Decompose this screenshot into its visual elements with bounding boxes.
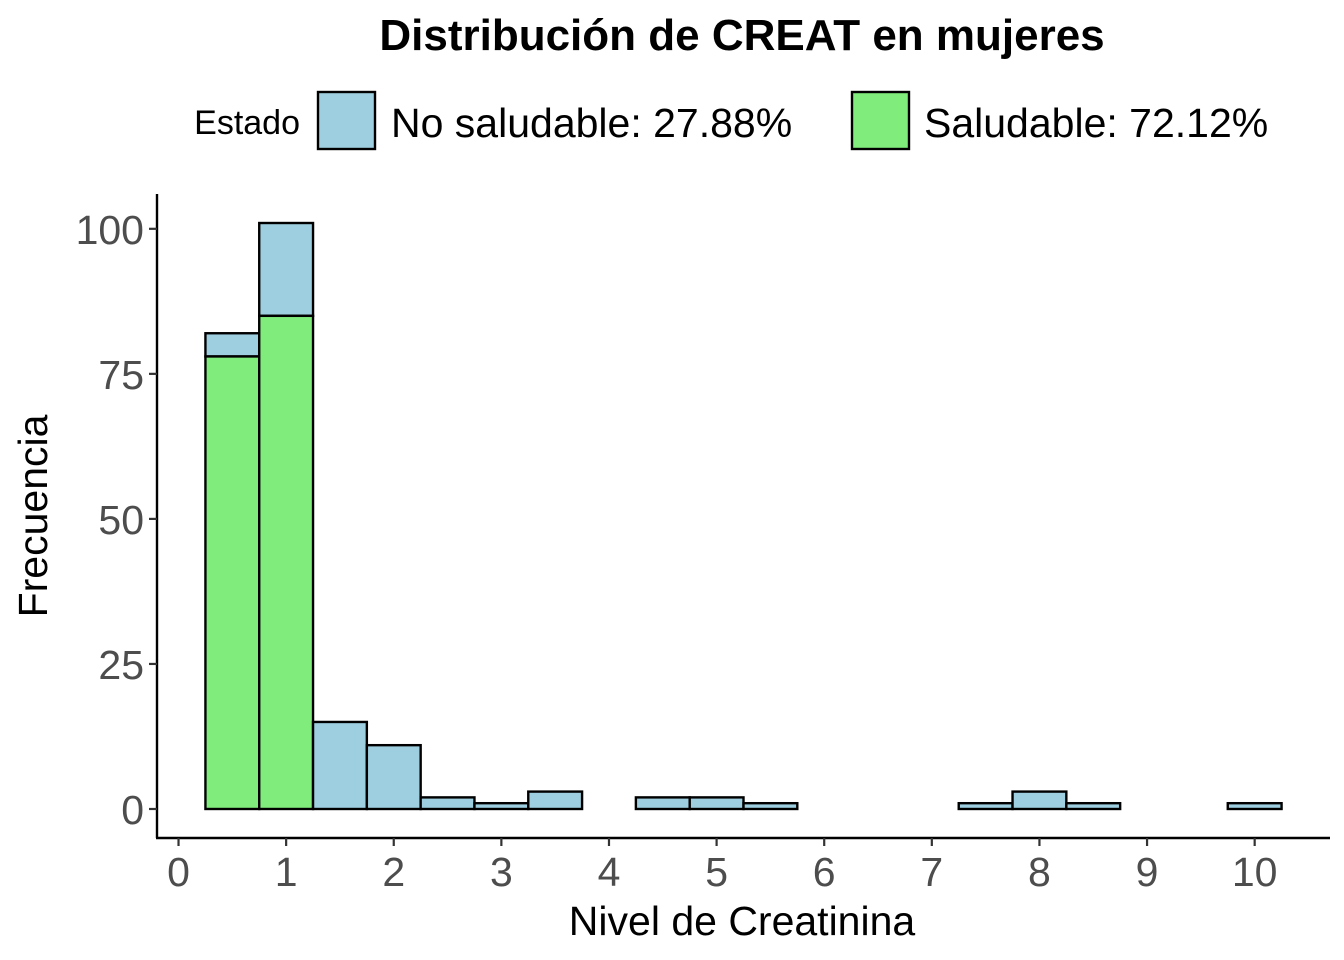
x-tick-label-1: 1 [275, 849, 298, 895]
bar-no-saludable-8 [634, 796, 691, 811]
x-tick-label-2: 2 [382, 849, 405, 895]
bar-saludable-0 [204, 355, 261, 811]
bar-no-saludable-9 [688, 796, 745, 811]
y-axis-ticks: 0 25 50 75 100 [76, 207, 157, 833]
legend-swatch-no-saludable [316, 90, 377, 151]
x-tick-label-7: 7 [920, 849, 943, 895]
bar-no-saludable-6 [527, 790, 584, 811]
chart-title: Distribución de CREAT en mujeres [379, 11, 1104, 60]
bar-no-saludable-16 [1065, 801, 1122, 811]
x-tick-label-3: 3 [490, 849, 513, 895]
bar-no-saludable-2 [311, 720, 369, 811]
bar-no-saludable-3 [365, 743, 422, 811]
bar-no-saludable-1 [258, 221, 315, 318]
y-axis-title: Frecuencia [10, 414, 56, 617]
legend-label-saludable: Saludable: 72.12% [924, 100, 1268, 146]
x-tick-label-5: 5 [705, 849, 728, 895]
bar-no-saludable-14 [957, 801, 1014, 811]
legend-label-no-saludable: No saludable: 27.88% [391, 100, 792, 146]
legend: Estado No saludable: 27.88% Saludable: 7… [194, 90, 1268, 151]
x-tick-label-4: 4 [598, 849, 621, 895]
x-tick-label-10: 10 [1232, 849, 1278, 895]
x-tick-label-0: 0 [167, 849, 190, 895]
bar-no-saludable-15 [1011, 790, 1068, 811]
x-axis-title: Nivel de Creatinina [569, 898, 916, 944]
bar-no-saludable-0 [204, 332, 261, 358]
bar-no-saludable-10 [742, 801, 799, 811]
x-tick-label-8: 8 [1028, 849, 1051, 895]
bar-no-saludable-19 [1226, 801, 1283, 811]
y-tick-label-75: 75 [98, 352, 144, 398]
bars-group [204, 221, 1283, 811]
bar-no-saludable-5 [473, 801, 530, 811]
y-tick-label-50: 50 [98, 497, 144, 543]
legend-swatch-saludable [850, 90, 911, 151]
y-tick-label-0: 0 [121, 787, 144, 833]
bar-no-saludable-4 [419, 796, 476, 811]
bar-saludable-1 [258, 314, 315, 811]
legend-title: Estado [194, 104, 300, 142]
y-tick-label-25: 25 [98, 642, 144, 688]
x-tick-label-9: 9 [1136, 849, 1159, 895]
x-axis-ticks: 0 1 2 3 4 5 6 7 8 9 10 [167, 838, 1277, 895]
x-tick-label-6: 6 [813, 849, 836, 895]
y-tick-label-100: 100 [76, 207, 144, 253]
